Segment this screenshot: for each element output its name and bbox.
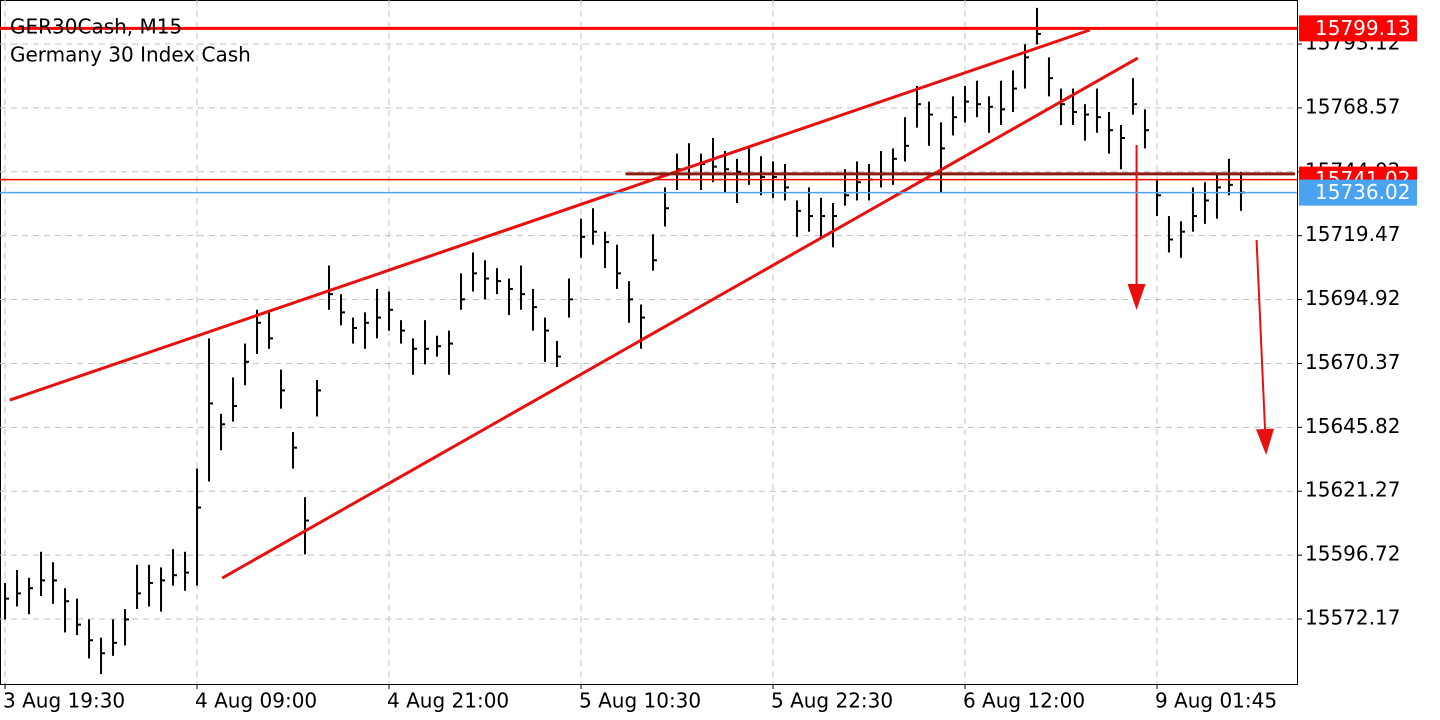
x-tick-label: 5 Aug 10:30 xyxy=(579,689,701,713)
chart-title: GER30Cash, M15 xyxy=(10,15,182,39)
y-tick-label: 15768.57 xyxy=(1305,94,1400,118)
y-tick-label: 15572.17 xyxy=(1305,605,1400,629)
x-tick-label: 3 Aug 19:30 xyxy=(3,689,125,713)
arrow-shaft xyxy=(1255,239,1267,430)
x-tick-label: 4 Aug 09:00 xyxy=(195,689,317,713)
arrow-head xyxy=(1127,284,1146,311)
y-tick-label: 15719.47 xyxy=(1305,222,1400,246)
price-label: 15736.02 xyxy=(1315,180,1410,204)
price-label-box xyxy=(1299,15,1417,42)
plot-frame xyxy=(0,0,1298,685)
y-tick-label: 15694.92 xyxy=(1305,286,1400,310)
arrow-head xyxy=(1256,428,1274,455)
x-tick-label: 5 Aug 22:30 xyxy=(771,689,893,713)
x-tick-label: 4 Aug 21:00 xyxy=(387,689,509,713)
x-tick-label: 6 Aug 12:00 xyxy=(963,689,1085,713)
x-tick-label: 9 Aug 01:45 xyxy=(1155,689,1277,713)
chart-subtitle: Germany 30 Index Cash xyxy=(10,43,251,67)
price-label-box xyxy=(1299,179,1417,206)
y-tick-label: 15621.27 xyxy=(1305,478,1400,502)
y-tick-label: 15596.72 xyxy=(1305,542,1400,566)
price-label: 15799.13 xyxy=(1315,16,1410,40)
trendline xyxy=(9,28,1091,402)
y-tick-label: 15670.37 xyxy=(1305,350,1400,374)
y-tick-label: 15645.82 xyxy=(1305,414,1400,438)
trendline xyxy=(221,56,1139,580)
